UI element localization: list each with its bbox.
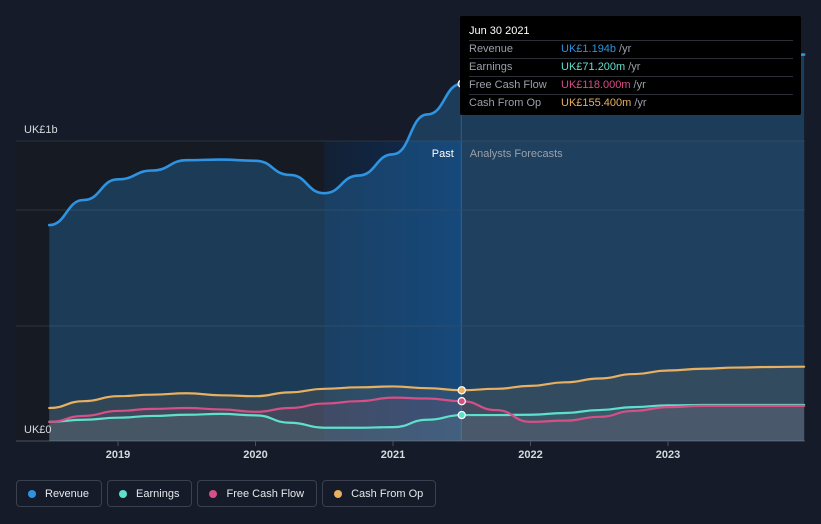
legend-item-free-cash-flow[interactable]: Free Cash Flow	[197, 480, 318, 507]
tooltip-row-value: UK£155.400m	[561, 97, 632, 109]
past-divider	[460, 110, 462, 441]
tooltip-row-label: Free Cash Flow	[469, 79, 547, 91]
legend-item-cash-from-op[interactable]: Cash From Op	[322, 480, 437, 507]
data-tooltip: Jun 30 2021 Revenue UK£1.194b/yr Earnings U…	[460, 16, 801, 115]
legend-label: Free Cash Flow	[226, 487, 305, 500]
tooltip-row-label: Cash From Op	[469, 97, 542, 109]
legend-dot-icon	[209, 489, 218, 498]
revenue-area	[49, 54, 805, 441]
legend-dot-icon	[119, 489, 128, 498]
y-tick-label: UK£0	[24, 424, 52, 436]
x-tick-label: 2019	[106, 449, 130, 461]
chart-legend: Revenue Earnings Free Cash Flow Cash From O…	[16, 480, 437, 509]
legend-label: Cash From Op	[351, 487, 424, 500]
tooltip-row-unit: /yr	[633, 79, 646, 91]
tooltip-row: Earnings UK£71.200m/yr	[469, 59, 793, 77]
tooltip-row-label: Earnings	[469, 61, 513, 73]
x-tick-label: 2020	[243, 449, 267, 461]
tooltip-row-unit: /yr	[628, 61, 641, 73]
tooltip-row-unit: /yr	[619, 43, 632, 55]
legend-item-earnings[interactable]: Earnings	[107, 480, 193, 507]
legend-label: Earnings	[136, 487, 180, 500]
cash-from-op-line	[48, 365, 806, 410]
tooltip-row: Cash From Op UK£155.400m/yr	[469, 95, 793, 112]
legend-dot-icon	[334, 489, 343, 498]
tooltip-row-value: UK£118.000m	[561, 79, 631, 91]
x-tick-label: 2022	[518, 449, 542, 461]
x-tick-label: 2023	[656, 449, 680, 461]
tooltip-row: Free Cash Flow UK£118.000m/yr	[469, 77, 793, 95]
tooltip-row-unit: /yr	[634, 97, 647, 109]
free-cash-flow-marker[interactable]	[457, 396, 466, 406]
legend-label: Revenue	[45, 487, 90, 500]
cash-from-op-marker[interactable]	[457, 386, 466, 395]
y-tick-label: UK£1b	[24, 124, 58, 136]
cash-from-op-area	[49, 366, 805, 441]
past-label: Past	[432, 148, 454, 160]
tooltip-row-value: UK£71.200m	[561, 61, 626, 73]
earnings-marker[interactable]	[457, 410, 466, 420]
tooltip-rows: Revenue UK£1.194b/yr Earnings UK£71.200m/yr…	[469, 41, 793, 112]
forecast-region	[461, 141, 805, 441]
legend-item-revenue[interactable]: Revenue	[16, 480, 103, 507]
tooltip-row: Revenue UK£1.194b/yr	[469, 41, 793, 59]
tooltip-row-value: UK£1.194b	[561, 43, 617, 55]
chart-background-layer	[16, 110, 805, 441]
tooltip-row-label: Revenue	[469, 43, 514, 55]
past-highlight-band	[324, 141, 462, 441]
earnings-line	[48, 403, 806, 429]
forecast-label: Analysts Forecasts	[470, 148, 563, 160]
chart-grid-layer	[16, 140, 805, 446]
tooltip-date: Jun 30 2021	[469, 22, 793, 41]
x-tick-label: 2021	[381, 449, 405, 461]
legend-dot-icon	[28, 489, 36, 498]
chart-text-layer: Past Analysts Forecasts 2019 2020 2021 2022…	[24, 124, 680, 461]
free-cash-flow-line	[48, 396, 806, 423]
